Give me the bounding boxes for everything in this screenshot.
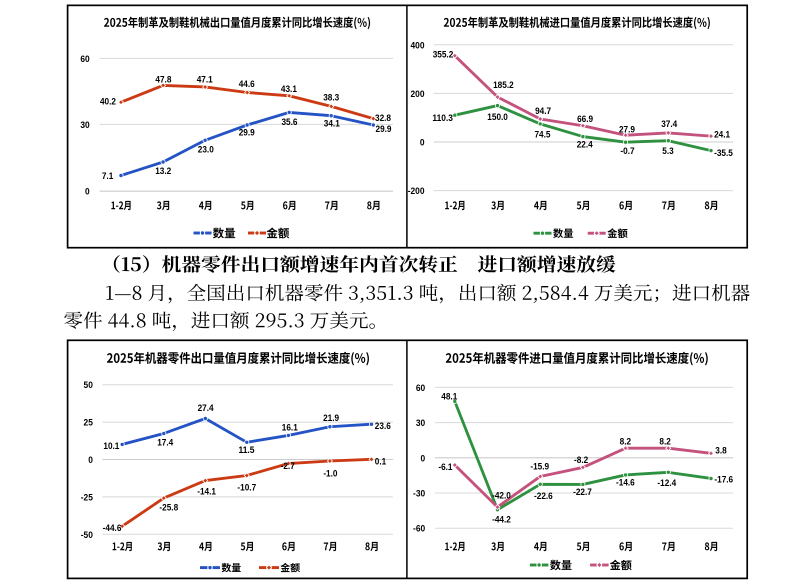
svg-text:29.9: 29.9 [239,127,255,138]
svg-text:43.1: 43.1 [281,83,297,94]
svg-text:-44.6: -44.6 [103,522,122,533]
svg-text:35.6: 35.6 [281,116,297,127]
svg-text:50: 50 [84,380,93,391]
svg-text:30: 30 [80,120,89,131]
svg-text:-17.6: -17.6 [714,473,733,484]
svg-text:-14.1: -14.1 [197,485,216,496]
svg-text:-10.7: -10.7 [237,481,256,492]
svg-text:23.6: 23.6 [375,420,391,431]
svg-text:94.7: 94.7 [535,105,551,116]
svg-text:34.1: 34.1 [324,117,340,128]
svg-text:38.3: 38.3 [323,91,339,102]
svg-text:200: 200 [410,89,424,100]
svg-text:40.2: 40.2 [100,96,116,107]
svg-text:21.9: 21.9 [323,412,339,423]
svg-text:110.3: 110.3 [432,112,453,123]
svg-text:47.8: 47.8 [155,74,171,85]
svg-text:-42.0: -42.0 [492,489,511,500]
svg-text:48.1: 48.1 [441,390,457,401]
svg-text:29.9: 29.9 [376,123,392,134]
svg-text:0: 0 [85,187,90,198]
svg-text:13.2: 13.2 [155,165,171,176]
svg-text:10.1: 10.1 [103,440,119,451]
svg-text:8.2: 8.2 [659,436,670,447]
svg-text:30: 30 [416,418,425,429]
svg-text:66.9: 66.9 [577,113,593,124]
svg-text:-25.8: -25.8 [159,501,178,512]
svg-text:-2.7: -2.7 [281,460,295,471]
svg-text:400: 400 [410,40,424,51]
svg-text:17.4: 17.4 [157,437,174,448]
svg-text:-15.9: -15.9 [530,461,549,472]
svg-text:-60: -60 [413,524,425,535]
svg-text:24.1: 24.1 [714,129,730,140]
svg-text:25: 25 [84,418,94,429]
svg-text:-8.2: -8.2 [574,454,588,465]
svg-text:11.5: 11.5 [238,444,254,455]
svg-text:3.8: 3.8 [715,445,726,456]
svg-text:-35.5: -35.5 [714,147,733,158]
svg-text:5.3: 5.3 [662,145,673,156]
svg-text:27.4: 27.4 [198,402,215,413]
svg-text:-50: -50 [81,530,93,541]
svg-text:32.8: 32.8 [375,112,391,123]
svg-text:0: 0 [421,453,426,464]
svg-text:37.4: 37.4 [661,118,678,129]
svg-text:-200: -200 [408,186,425,197]
svg-text:185.2: 185.2 [493,79,514,90]
svg-text:355.2: 355.2 [433,48,454,59]
svg-text:0: 0 [420,137,425,148]
svg-text:-0.7: -0.7 [620,145,634,156]
svg-text:-44.2: -44.2 [492,513,511,524]
svg-text:44.6: 44.6 [239,78,255,89]
svg-text:-22.7: -22.7 [573,486,592,497]
svg-text:0.1: 0.1 [375,455,386,466]
svg-text:74.5: 74.5 [534,128,550,139]
svg-text:0: 0 [88,455,93,466]
svg-text:16.1: 16.1 [282,422,298,433]
svg-text:-14.6: -14.6 [616,477,635,488]
svg-text:-30: -30 [413,488,425,499]
svg-text:8.2: 8.2 [620,436,631,447]
svg-text:7.1: 7.1 [102,170,113,181]
svg-text:-22.6: -22.6 [534,490,553,501]
svg-text:27.9: 27.9 [619,123,635,134]
svg-text:23.0: 23.0 [198,144,214,155]
svg-text:22.4: 22.4 [577,139,594,150]
svg-text:60: 60 [416,383,425,394]
svg-text:-6.1: -6.1 [438,461,452,472]
svg-text:-25: -25 [81,492,94,503]
svg-text:-12.4: -12.4 [657,477,676,488]
svg-text:150.0: 150.0 [487,111,508,122]
svg-text:47.1: 47.1 [197,74,213,85]
svg-text:-1.0: -1.0 [323,467,337,478]
svg-text:60: 60 [80,54,89,65]
